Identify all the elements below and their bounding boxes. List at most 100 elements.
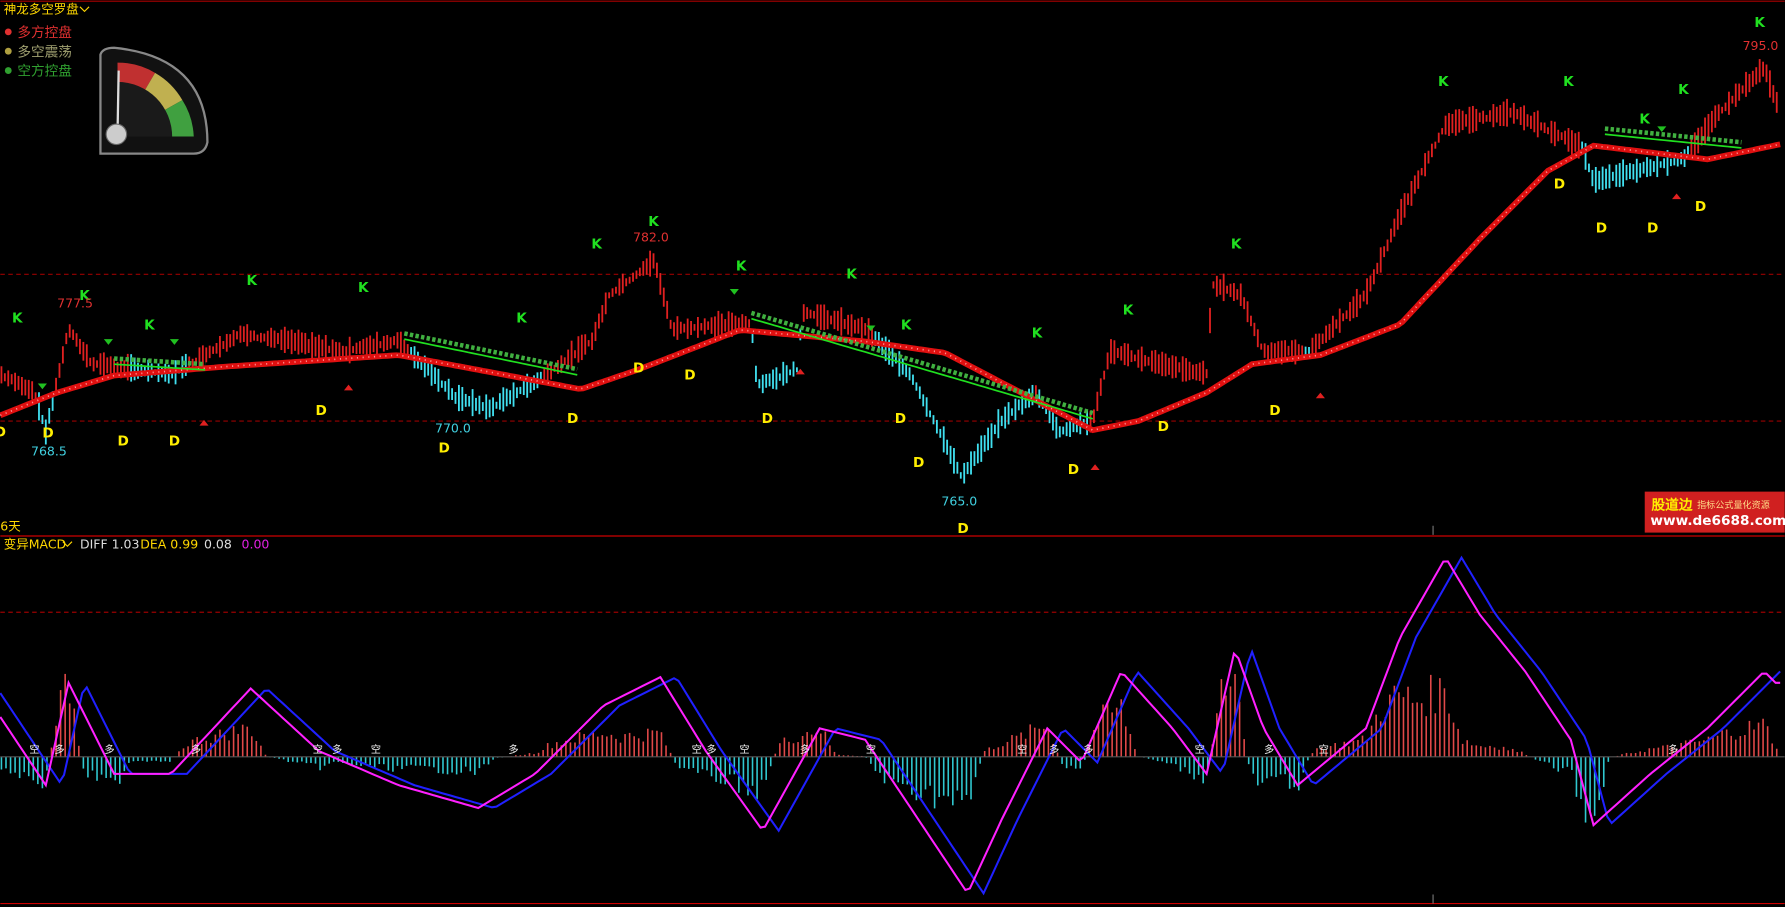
macd-marker: 空 [313, 743, 323, 756]
indicator-title[interactable]: 神龙多空罗盘 [4, 2, 79, 17]
k-signal: K [1639, 111, 1650, 127]
d-signal: D [0, 424, 6, 440]
price-high-label: 795.0 [1743, 38, 1779, 53]
d-signal: D [438, 440, 449, 456]
price-low-label: 770.0 [435, 421, 471, 436]
arrow-marker [1315, 392, 1325, 399]
k-signal: K [1231, 237, 1242, 253]
legend-text: 多方控盘 [17, 24, 72, 41]
macd-marker: 空 [1017, 743, 1027, 756]
macd-marker: 空 [371, 743, 381, 756]
macd-diff: DIFF 1.03 [80, 537, 139, 552]
k-signal: K [358, 280, 369, 296]
arrow-marker [103, 339, 113, 345]
macd-marker: 空 [1195, 743, 1205, 756]
d-signal: D [633, 361, 644, 377]
macd-dea: DEA 0.99 [140, 537, 198, 552]
arrow-marker [37, 383, 47, 390]
k-signal: K [12, 311, 23, 327]
trend-dots [1604, 126, 1742, 145]
legend-text: 多空震荡 [17, 43, 72, 60]
d-signal: D [1068, 462, 1079, 478]
macd-extra: 0.00 [242, 537, 270, 552]
k-signal: K [1754, 15, 1765, 31]
d-signal: D [1158, 419, 1169, 435]
support-line [0, 141, 1781, 434]
d-signal: D [567, 411, 578, 427]
k-signal: K [1032, 325, 1043, 341]
legend-dot [4, 47, 12, 55]
k-signal: K [1438, 74, 1449, 90]
d-signal: D [42, 426, 53, 442]
k-signal: K [648, 214, 659, 230]
plot: K K K K K K K K K K K K K K K K K K K D D D D D D D D D D D D D D D D D D D D 空… [0, 15, 1785, 896]
macd-marker: 多 [332, 743, 342, 756]
arrow-marker [343, 384, 354, 391]
k-signal: K [79, 288, 90, 304]
arrow-marker [1090, 464, 1100, 471]
macd-marker: 多 [191, 743, 201, 756]
arrow-marker [199, 419, 209, 426]
d-signal: D [762, 411, 773, 427]
macd-marker: 空 [29, 743, 39, 756]
trend-dots [750, 310, 1094, 416]
d-signal: D [169, 434, 180, 450]
d-signal: D [684, 368, 695, 384]
price-high-label: 777.5 [57, 295, 93, 310]
trend-line [1604, 133, 1742, 149]
macd-marker: 多 [508, 743, 518, 756]
legend-dot [4, 28, 12, 36]
d-signal: D [1554, 176, 1565, 192]
arrow-marker [729, 289, 739, 295]
trend-line [751, 317, 1094, 420]
macd-marker: 多 [1083, 743, 1093, 756]
trend-dots [113, 356, 206, 367]
watermark-brand: 股道边 [1652, 496, 1693, 513]
arrow-marker [169, 339, 179, 345]
macd-marker: 多 [1668, 743, 1678, 756]
d-signal: D [913, 455, 924, 471]
d-signal: D [118, 434, 129, 450]
d-signal: D [1596, 221, 1607, 237]
macd-title[interactable]: 变异MACD [4, 537, 66, 552]
price-low-label: 768.5 [31, 443, 67, 458]
dropdown-caret[interactable] [79, 6, 90, 13]
d-signal: D [1269, 403, 1280, 419]
arrow-marker [1657, 126, 1667, 133]
macd-marker: 多 [54, 743, 64, 756]
macd-marker: 多 [1049, 743, 1059, 756]
macd-marker: 多 [104, 743, 114, 756]
d-signal: D [895, 411, 906, 427]
macd-marker: 空 [1319, 743, 1329, 756]
dea-line [0, 555, 1781, 896]
k-signal: K [1123, 303, 1134, 319]
k-signal: K [901, 317, 912, 333]
period-label: 6天 [0, 518, 21, 533]
macd-value: 0.08 [204, 537, 232, 552]
k-signal: K [144, 317, 155, 333]
watermark-url: www.de6688.com [1650, 513, 1785, 529]
price-low-label: 765.0 [941, 493, 977, 508]
d-signal: D [316, 403, 327, 419]
arrow-marker [866, 325, 876, 332]
macd-marker: 多 [706, 743, 716, 756]
k-signal: K [846, 266, 857, 282]
k-signal: K [736, 258, 747, 274]
watermark-box [1644, 491, 1785, 533]
trend-line [114, 363, 206, 371]
k-signal: K [1678, 82, 1689, 98]
trend-line [404, 338, 578, 376]
macd-marker: 空 [866, 743, 876, 756]
macd-marker: 空 [739, 743, 749, 756]
diff-line [0, 560, 1781, 892]
k-signal: K [591, 237, 602, 253]
k-signal: K [516, 311, 527, 327]
d-signal: D [1647, 221, 1658, 237]
k-signal: K [247, 273, 258, 289]
macd-marker: 多 [1264, 743, 1274, 756]
dropdown-caret[interactable] [62, 541, 73, 548]
gauge [99, 46, 209, 155]
